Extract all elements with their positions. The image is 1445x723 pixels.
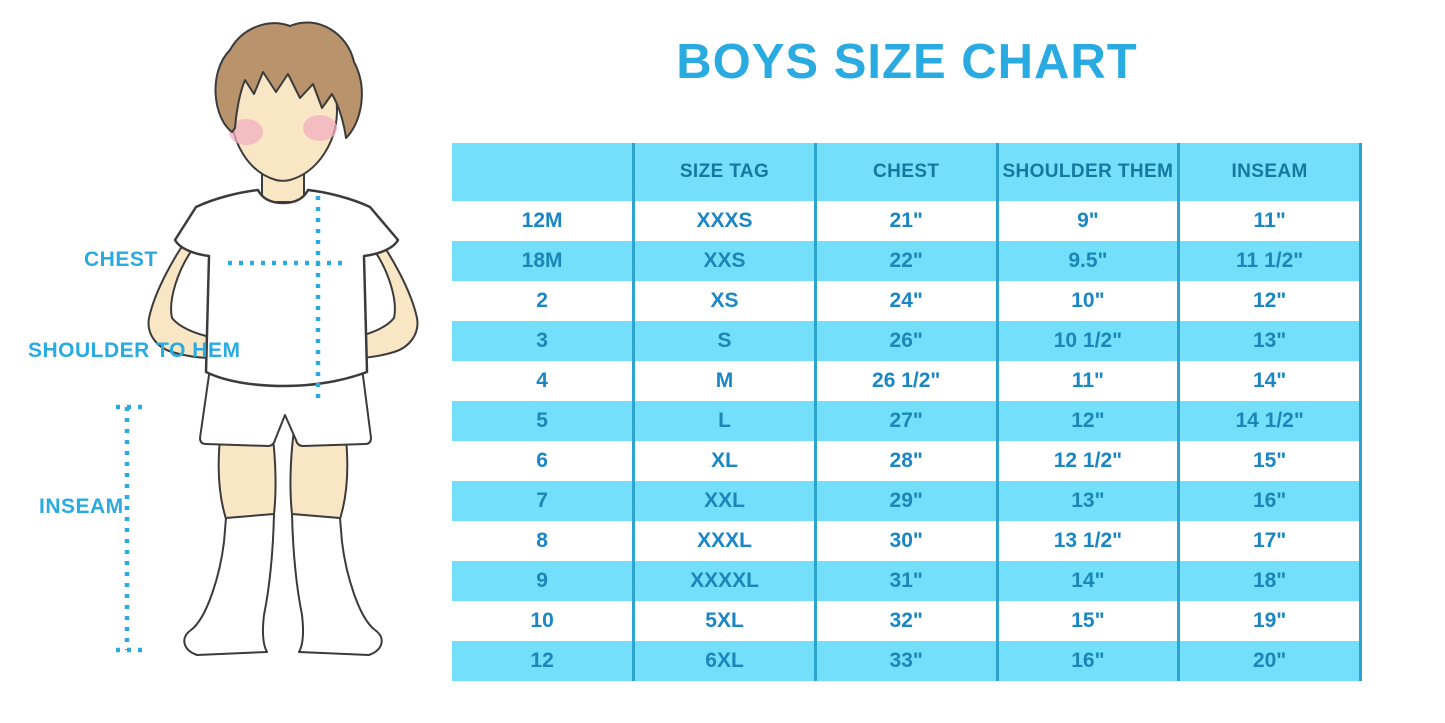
size-table-header-cell [452,143,636,201]
size-table-row: 7 XXL 29" 13" 16" [452,481,1362,521]
size-table-header: SIZE TAG CHEST SHOULDER THEM INSEAM [452,143,1362,201]
boy-hair [214,21,363,139]
size-table-cell: M [633,361,817,401]
size-table-header-cell: CHEST [815,143,999,201]
size-table-row: 4 M 26 1/2" 11" 14" [452,361,1362,401]
size-table-cell: 4 [452,361,636,401]
size-table-cell: 9.5" [997,241,1181,281]
size-table-cell: 18M [452,241,636,281]
size-table-cell: 15" [1178,441,1362,481]
boy-blush-right [303,115,337,141]
size-table-cell: 10" [997,281,1181,321]
size-table-cell: 20" [1178,641,1362,681]
size-table-cell: 14" [1178,361,1362,401]
size-table-cell: XXXXL [633,561,817,601]
size-table-cell: 17" [1178,521,1362,561]
size-table-cell: 26" [815,321,999,361]
size-table-cell: 10 1/2" [997,321,1181,361]
size-table-row: 6 XL 28" 12 1/2" 15" [452,441,1362,481]
size-table-cell: 6 [452,441,636,481]
size-table-cell: 12 [452,641,636,681]
size-table: SIZE TAG CHEST SHOULDER THEM INSEAM 12M XXXS… [452,143,1362,681]
boy-left-arm [147,229,215,359]
size-table-cell: 7 [452,481,636,521]
size-table-row: 9 XXXXL 31" 14" 18" [452,561,1362,601]
size-table-cell: 11" [997,361,1181,401]
size-table-cell: 9 [452,561,636,601]
size-table-cell: 13" [997,481,1181,521]
size-table-cell: 12" [1178,281,1362,321]
size-table-cell: L [633,401,817,441]
size-table-cell: 27" [815,401,999,441]
size-table-cell: 13" [1178,321,1362,361]
size-table-cell: 12M [452,201,636,241]
size-table-row: 18M XXS 22" 9.5" 11 1/2" [452,241,1362,281]
size-table-header-cell: SHOULDER THEM [997,143,1181,201]
size-table-header-row: SIZE TAG CHEST SHOULDER THEM INSEAM [452,143,1362,201]
size-table-cell: 3 [452,321,636,361]
size-table-cell: 11 1/2" [1178,241,1362,281]
size-table-cell: S [633,321,817,361]
boy-right-arm [351,229,419,359]
boy-figure-illustration [116,21,419,656]
size-table-cell: 11" [1178,201,1362,241]
size-table-cell: XXS [633,241,817,281]
size-table-row: 8 XXXL 30" 13 1/2" 17" [452,521,1362,561]
size-table-cell: 2 [452,281,636,321]
boy-left-sock [183,513,275,656]
size-table-cell: 28" [815,441,999,481]
size-table-cell: XXXL [633,521,817,561]
boy-shorts [199,367,372,447]
size-table-cell: 14" [997,561,1181,601]
size-table-cell: 16" [1178,481,1362,521]
size-table-row: 12M XXXS 21" 9" 11" [452,201,1362,241]
size-table-cell: XS [633,281,817,321]
size-table-cell: 10 [452,601,636,641]
size-table-cell: 5 [452,401,636,441]
size-table-body: 12M XXXS 21" 9" 11" 18M XXS 22" 9.5" 11 1/2" 2 XS 24… [452,201,1362,681]
size-table-cell: 9" [997,201,1181,241]
page-title: BOYS SIZE CHART [676,35,1138,89]
size-table-row: 5 L 27" 12" 14 1/2" [452,401,1362,441]
size-table-cell: 24" [815,281,999,321]
size-table-cell: 33" [815,641,999,681]
size-table-cell: 30" [815,521,999,561]
size-table-cell: XXXS [633,201,817,241]
size-table-header-cell: INSEAM [1178,143,1362,201]
size-table-cell: 26 1/2" [815,361,999,401]
size-table-header-cell: SIZE TAG [633,143,817,201]
size-table-cell: 16" [997,641,1181,681]
shoulder-to-hem-label: SHOULDER TO HEM [28,339,241,362]
size-table-cell: 21" [815,201,999,241]
size-table-cell: 22" [815,241,999,281]
size-table-cell: 15" [997,601,1181,641]
size-table-cell: 5XL [633,601,817,641]
size-table-cell: 14 1/2" [1178,401,1362,441]
size-table-row: 3 S 26" 10 1/2" 13" [452,321,1362,361]
chest-label: CHEST [84,248,158,271]
size-table-row: 12 6XL 33" 16" 20" [452,641,1362,681]
size-table-cell: 31" [815,561,999,601]
size-table-cell: 18" [1178,561,1362,601]
size-table-row: 10 5XL 32" 15" 19" [452,601,1362,641]
size-table-cell: XL [633,441,817,481]
size-table-cell: 12" [997,401,1181,441]
size-table-cell: XXL [633,481,817,521]
size-table-cell: 29" [815,481,999,521]
size-table-cell: 8 [452,521,636,561]
size-table-row: 2 XS 24" 10" 12" [452,281,1362,321]
size-table-cell: 19" [1178,601,1362,641]
boy-blush-left [229,119,263,145]
size-table-cell: 12 1/2" [997,441,1181,481]
boy-right-sock [291,513,383,656]
size-table-cell: 32" [815,601,999,641]
boy-tshirt [173,188,400,388]
size-table-cell: 6XL [633,641,817,681]
inseam-label: INSEAM [39,495,124,518]
size-table-cell: 13 1/2" [997,521,1181,561]
